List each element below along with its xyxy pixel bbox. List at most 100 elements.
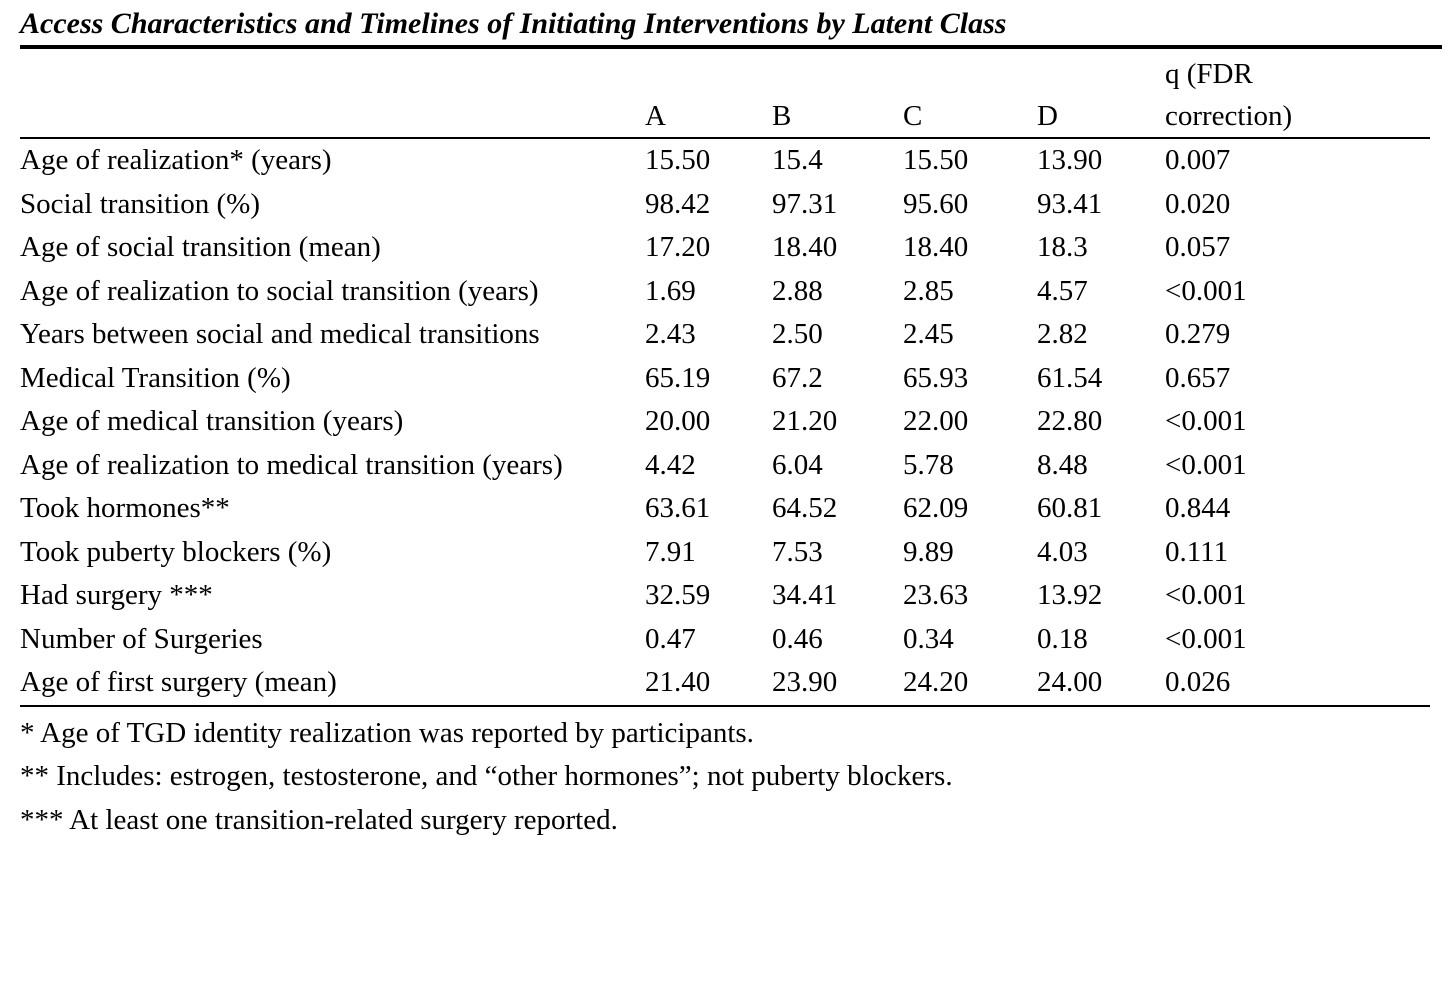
cell-value: 2.88 (772, 274, 823, 307)
row-label-text: Age of medical transition (years) (20, 405, 404, 438)
cell-value: 97.31 (772, 187, 838, 220)
row-label: Had surgery *** (20, 574, 645, 618)
cell-value: 2.82 (1037, 318, 1088, 351)
cell-value: 67.2 (772, 361, 823, 394)
cell-value: 0.026 (1165, 666, 1231, 699)
row-label: Age of medical transition (years) (20, 400, 645, 444)
cell-value: 2.45 (903, 318, 954, 351)
cell-value: 0.34 (903, 622, 954, 655)
cell-value: 2.43 (645, 318, 696, 351)
row-label-text: Age of realization to social transition … (20, 274, 539, 307)
footnote-triple-asterisk: *** At least one transition-related surg… (20, 803, 618, 836)
cell-value: 2.85 (903, 274, 954, 307)
header-col-b: B (772, 49, 903, 140)
row-label-text: Age of first surgery (mean) (20, 666, 337, 699)
row-label: Medical Transition (%) (20, 357, 645, 401)
data-table: A B C D q (FDR correction) Age of realiz… (20, 49, 1430, 707)
cell-value: 24.20 (903, 666, 969, 699)
footnote-asterisk: * Age of TGD identity realization was re… (20, 716, 754, 749)
cell-value: 18.40 (903, 231, 969, 264)
cell-value: 4.57 (1037, 274, 1088, 307)
cell-value: 18.3 (1037, 231, 1088, 264)
cell-value: 0.47 (645, 622, 696, 655)
row-label: Number of Surgeries (20, 618, 645, 662)
cell-value: 65.19 (645, 361, 711, 394)
cell-value: 98.42 (645, 187, 711, 220)
header-empty-cell (20, 49, 645, 140)
row-label: Took puberty blockers (%) (20, 531, 645, 575)
cell-value: 13.92 (1037, 579, 1103, 612)
cell-value: 6.04 (772, 448, 823, 481)
cell-value: 34.41 (772, 579, 838, 612)
table-title: Access Characteristics and Timelines of … (20, 6, 1442, 49)
table-body: Age of realization* (years) 15.50 15.4 15.5… (20, 138, 1430, 706)
table-row: Age of medical transition (years) 20.00 21… (20, 400, 1430, 444)
table-row: Age of social transition (mean) 17.20 18.4… (20, 226, 1430, 270)
cell-value: <0.001 (1165, 579, 1247, 612)
row-label: Years between social and medical transit… (20, 313, 645, 357)
cell-value: 2.50 (772, 318, 823, 351)
table-row: Number of Surgeries 0.47 0.46 0.34 0.18 <0.00… (20, 618, 1430, 662)
cell-value: 0.657 (1165, 361, 1231, 394)
row-label-text: Had surgery *** (20, 579, 213, 612)
cell-value: 62.09 (903, 492, 969, 525)
cell-value: 22.00 (903, 405, 969, 438)
cell-value: <0.001 (1165, 405, 1247, 438)
cell-value: 17.20 (645, 231, 711, 264)
cell-value: 15.50 (903, 144, 969, 177)
table-row: Social transition (%) 98.42 97.31 95.60 93.4… (20, 183, 1430, 227)
row-label: Age of social transition (mean) (20, 226, 645, 270)
row-label: Age of realization to medical transition… (20, 444, 645, 488)
row-label-text: Took hormones** (20, 492, 230, 525)
cell-value: <0.001 (1165, 448, 1247, 481)
cell-value: <0.001 (1165, 274, 1247, 307)
cell-value: 23.63 (903, 579, 969, 612)
cell-value: 15.50 (645, 144, 711, 177)
cell-value: 1.69 (645, 274, 696, 307)
header-col-q-label: q (FDR correction) (1165, 58, 1293, 133)
cell-value: <0.001 (1165, 622, 1247, 655)
header-col-c: C (903, 49, 1037, 140)
cell-value: 7.53 (772, 535, 823, 568)
cell-value: 5.78 (903, 448, 954, 481)
cell-value: 32.59 (645, 579, 711, 612)
row-label-text: Social transition (%) (20, 187, 261, 220)
cell-value: 0.007 (1165, 144, 1231, 177)
cell-value: 0.020 (1165, 187, 1231, 220)
row-label: Age of realization* (years) (20, 138, 645, 183)
header-col-q: q (FDR correction) (1165, 49, 1430, 140)
cell-value: 21.20 (772, 405, 838, 438)
cell-value: 95.60 (903, 187, 969, 220)
row-label-text: Number of Surgeries (20, 622, 263, 655)
table-row: Age of realization to medical transition… (20, 444, 1430, 488)
cell-value: 15.4 (772, 144, 823, 177)
footnotes: * Age of TGD identity realization was re… (20, 712, 1442, 843)
table-row: Age of realization* (years) 15.50 15.4 15.5… (20, 138, 1430, 183)
footnote-double-asterisk: ** Includes: estrogen, testosterone, and… (20, 760, 953, 793)
row-label-text: Years between social and medical transit… (20, 318, 540, 351)
cell-value: 18.40 (772, 231, 838, 264)
table-row: Took puberty blockers (%) 7.91 7.53 9.89 4.0… (20, 531, 1430, 575)
header-col-d: D (1037, 49, 1165, 140)
row-label: Age of first surgery (mean) (20, 661, 645, 706)
table-row: Age of first surgery (mean) 21.40 23.90 24.… (20, 661, 1430, 706)
table-row: Years between social and medical transit… (20, 313, 1430, 357)
cell-value: 0.844 (1165, 492, 1231, 525)
header-col-a: A (645, 49, 772, 140)
table-row: Took hormones** 63.61 64.52 62.09 60.81 0.844 (20, 487, 1430, 531)
cell-value: 61.54 (1037, 361, 1103, 394)
cell-value: 60.81 (1037, 492, 1103, 525)
row-label-text: Medical Transition (%) (20, 361, 291, 394)
row-label: Took hormones** (20, 487, 645, 531)
table-row: Age of realization to social transition … (20, 270, 1430, 314)
table-row: Medical Transition (%) 65.19 67.2 65.93 61.5… (20, 357, 1430, 401)
cell-value: 24.00 (1037, 666, 1103, 699)
cell-value: 4.03 (1037, 535, 1088, 568)
row-label: Social transition (%) (20, 183, 645, 227)
table-row: Had surgery *** 32.59 34.41 23.63 13.92 <0.00… (20, 574, 1430, 618)
table-header: A B C D q (FDR correction) (20, 49, 1430, 140)
cell-value: 21.40 (645, 666, 711, 699)
cell-value: 93.41 (1037, 187, 1103, 220)
cell-value: 13.90 (1037, 144, 1103, 177)
